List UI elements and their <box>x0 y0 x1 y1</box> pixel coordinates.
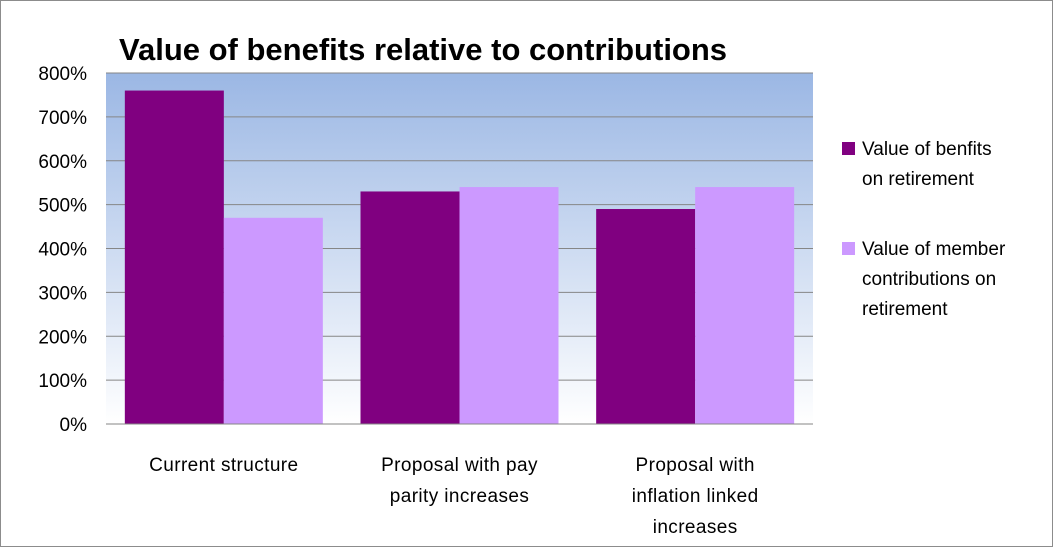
legend: Value of benfits on retirement Value of me… <box>842 139 1006 320</box>
y-tick-label: 200% <box>38 327 87 348</box>
legend-swatch <box>842 142 855 155</box>
legend-label: Value of member contributions on retiremen… <box>862 239 1006 320</box>
x-axis-category-labels: Current structure Proposal with pay parity… <box>149 455 758 538</box>
y-tick-label: 300% <box>38 283 87 304</box>
y-tick-label: 0% <box>60 415 88 436</box>
y-tick-label: 400% <box>38 240 87 261</box>
bar <box>124 90 224 425</box>
bar <box>223 217 323 424</box>
bar <box>360 191 460 424</box>
chart-title: Value of benefits relative to contributi… <box>119 32 727 67</box>
bar <box>596 209 696 424</box>
bar <box>459 187 559 424</box>
x-category-label: Proposal with inflation linked increases <box>632 455 759 538</box>
bar <box>695 187 795 424</box>
y-axis-tick-labels: 0% 100% 200% 300% 400% 500% 600% 700% 800% <box>38 64 87 436</box>
y-tick-label: 600% <box>38 152 87 173</box>
y-tick-label: 700% <box>38 108 87 129</box>
y-tick-label: 100% <box>38 371 87 392</box>
x-category-label: Proposal with pay parity increases <box>381 455 538 507</box>
x-category-label: Current structure <box>149 455 298 476</box>
y-tick-label: 500% <box>38 196 87 217</box>
y-tick-label: 800% <box>38 64 87 85</box>
legend-swatch <box>842 242 855 255</box>
bars <box>124 90 795 425</box>
legend-label: Value of benfits on retirement <box>862 139 992 190</box>
